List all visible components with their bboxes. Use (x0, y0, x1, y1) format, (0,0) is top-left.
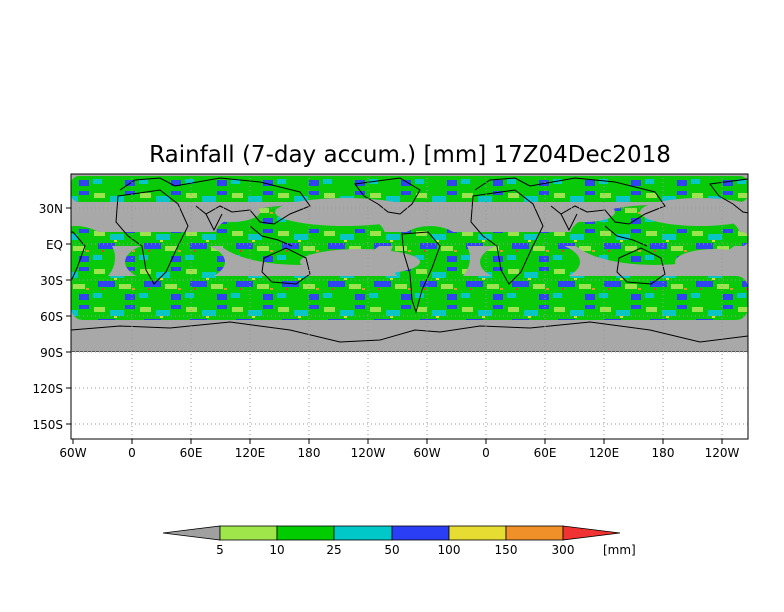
colorbar-high-arrow (562, 525, 621, 541)
y-tick-label: 90S (40, 346, 63, 360)
x-tick-label: 120W (705, 446, 740, 460)
x-tick-label: 0 (482, 446, 490, 460)
y-tick-label: EQ (46, 238, 63, 252)
colorbar-cell (391, 525, 450, 541)
coastlines (115, 177, 441, 314)
colorbar-label: 10 (269, 543, 284, 557)
x-tick-label: 0 (128, 446, 136, 460)
colorbar-label: 150 (495, 543, 518, 557)
colorbar-low-arrow (162, 525, 221, 541)
y-tick-label: 60S (40, 310, 63, 324)
map-title: Rainfall (7-day accum.) [mm] 17Z04Dec201… (149, 142, 671, 168)
colorbar-cell (276, 525, 335, 541)
x-tick-label: 60W (59, 446, 86, 460)
grid (71, 174, 748, 439)
x-tick-label: 120E (235, 446, 266, 460)
x-tick-label: 180 (298, 446, 321, 460)
colorbar-label: 300 (552, 543, 575, 557)
colorbar-cell (448, 525, 507, 541)
x-tick-label: 60E (180, 446, 203, 460)
colorbar-label: 25 (326, 543, 341, 557)
y-axis: 30N EQ 30S 60S 90S 120S 150S (32, 202, 71, 432)
x-axis: 60W 0 60E 120E 180 120W 60W 0 60E 120E 1… (59, 439, 740, 460)
x-tick-label: 120W (351, 446, 386, 460)
colorbar-label: 50 (384, 543, 399, 557)
plot-frame (70, 173, 749, 440)
y-tick-label: 30N (39, 202, 63, 216)
colorbar-cell (505, 525, 564, 541)
x-tick-label: 60W (413, 446, 440, 460)
y-tick-label: 30S (40, 274, 63, 288)
x-tick-label: 180 (652, 446, 675, 460)
colorbar-label: 100 (438, 543, 461, 557)
colorbar-labels: 5 10 25 50 100 150 300 [mm] (216, 543, 636, 557)
colorbar (162, 525, 621, 541)
colorbar-cell (219, 525, 278, 541)
y-tick-label: 150S (32, 418, 63, 432)
rainfall-field (71, 174, 748, 352)
colorbar-unit: [mm] (603, 543, 636, 557)
x-tick-label: 120E (589, 446, 620, 460)
colorbar-cell (333, 525, 393, 541)
colorbar-label: 5 (216, 543, 224, 557)
antarctica (71, 321, 748, 352)
x-tick-label: 60E (534, 446, 557, 460)
y-tick-label: 120S (32, 382, 63, 396)
